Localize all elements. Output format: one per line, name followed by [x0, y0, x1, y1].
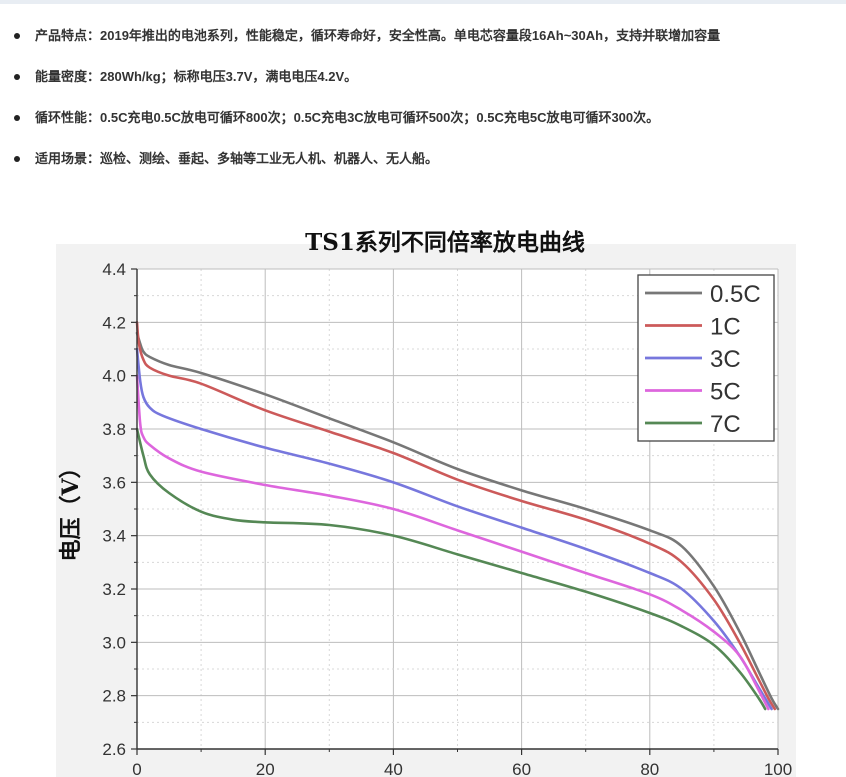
series-line-3c	[135, 347, 773, 711]
x-tick-label: 80	[640, 760, 659, 777]
top-strip	[0, 0, 846, 4]
chart-title: TS1系列不同倍率放电曲线	[305, 229, 585, 256]
bullet-icon	[14, 156, 20, 162]
legend-label: 5C	[710, 379, 741, 406]
y-tick-label: 3.8	[102, 420, 126, 439]
y-tick-label: 2.8	[102, 687, 126, 706]
legend-label: 1C	[710, 314, 741, 341]
x-tick-label: 100	[764, 760, 792, 777]
legend-label: 7C	[710, 411, 741, 438]
y-tick-label: 4.0	[102, 367, 126, 386]
legend-label: 0.5C	[710, 281, 761, 308]
y-tick-label: 3.0	[102, 633, 126, 652]
feature-text: 适用场景：巡检、测绘、垂起、多轴等工业无人机、机器人、无人船。	[35, 151, 439, 166]
discharge-curve-chart: 2.6 2.8 3.0 3.2 3.4 3.6 3.8 4.0 4.2 4.4 0 20 40 60 80 1…	[56, 229, 796, 777]
feature-list: 产品特点：2019年推出的电池系列，性能稳定，循环寿命好，安全性高。单电芯容量段…	[14, 26, 846, 190]
feature-item: 适用场景：巡检、测绘、垂起、多轴等工业无人机、机器人、无人船。	[14, 149, 846, 190]
feature-text: 能量密度：280Wh/kg；标称电压3.7V，满电电压4.2V。	[35, 69, 358, 84]
feature-item: 循环性能：0.5C充电0.5C放电可循环800次；0.5C充电3C放电可循环50…	[14, 108, 846, 149]
legend-label: 3C	[710, 346, 741, 373]
feature-item: 产品特点：2019年推出的电池系列，性能稳定，循环寿命好，安全性高。单电芯容量段…	[14, 26, 846, 67]
y-tick-label: 4.2	[102, 313, 126, 332]
bullet-icon	[14, 74, 20, 80]
series-line-7c	[135, 427, 767, 711]
y-tick-label: 4.4	[102, 260, 126, 279]
y-axis-label: 电压（V）	[58, 456, 84, 561]
y-tick-label: 2.6	[102, 740, 126, 759]
x-tick-label: 40	[384, 760, 403, 777]
series-layer	[135, 321, 780, 711]
series-line-0-5c	[135, 331, 780, 711]
y-tick-label: 3.6	[102, 473, 126, 492]
feature-text: 循环性能：0.5C充电0.5C放电可循环800次；0.5C充电3C放电可循环50…	[35, 110, 660, 125]
ticks: 2.6 2.8 3.0 3.2 3.4 3.6 3.8 4.0 4.2 4.4 0 20 40 60 80 1…	[102, 260, 792, 777]
y-tick-label: 3.4	[102, 527, 126, 546]
feature-text: 产品特点：2019年推出的电池系列，性能稳定，循环寿命好，安全性高。单电芯容量段…	[35, 28, 721, 43]
legend: 0.5C 1C 3C 5C 7C	[637, 274, 775, 442]
bullet-icon	[14, 33, 20, 39]
x-tick-label: 20	[256, 760, 275, 777]
series-line-1c	[135, 321, 777, 711]
series-line-5c	[135, 374, 770, 711]
feature-item: 能量密度：280Wh/kg；标称电压3.7V，满电电压4.2V。	[14, 67, 846, 108]
x-tick-label: 60	[512, 760, 531, 777]
bullet-icon	[14, 115, 20, 121]
y-tick-label: 3.2	[102, 580, 126, 599]
x-tick-label: 0	[132, 760, 141, 777]
